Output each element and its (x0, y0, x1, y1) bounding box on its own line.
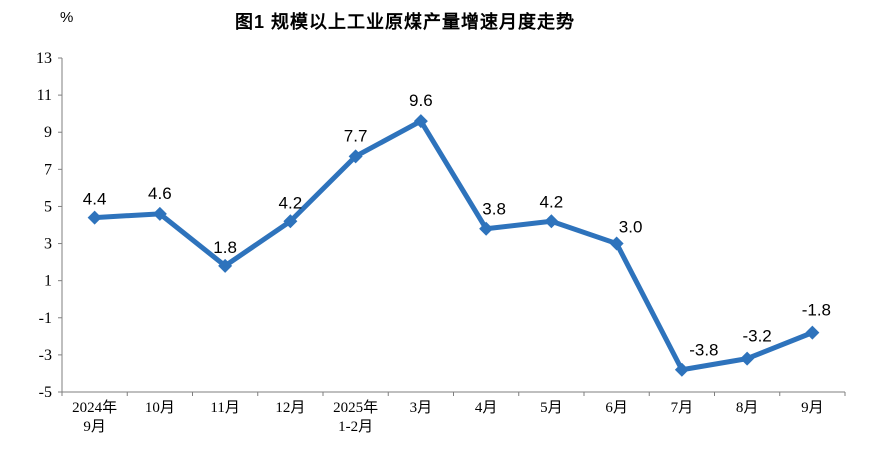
chart-title: 图1 规模以上工业原煤产量增速月度走势 (234, 12, 575, 32)
data-point-marker (348, 149, 363, 164)
y-axis-tick-label: 11 (37, 87, 52, 104)
y-axis-tick-label: 7 (44, 161, 52, 178)
x-axis-tick-label: 9月 (801, 400, 824, 416)
x-axis-tick-label: 12月 (275, 400, 305, 416)
x-axis-tick-label: 6月 (605, 400, 628, 416)
data-point-label: -3.2 (742, 327, 771, 346)
data-point-label: 1.8 (213, 238, 237, 257)
data-line (92, 118, 815, 373)
data-point-label: 4.4 (83, 190, 107, 209)
data-point-marker (152, 206, 167, 221)
data-point-label: 4.2 (279, 193, 303, 212)
x-axis-tick-label: 2025年 1-2月 (333, 399, 378, 435)
data-point-label: 4.6 (148, 184, 172, 203)
data-point-marker (87, 210, 102, 225)
y-axis-unit-label: % (60, 9, 74, 26)
y-axis-tick-label: 1 (44, 273, 52, 290)
x-axis-tick-label: 8月 (736, 400, 759, 416)
data-point-marker (674, 362, 689, 377)
x-axis-tick-label: 5月 (540, 400, 563, 416)
data-point-label: 3.0 (619, 218, 643, 237)
data-point-marker (218, 258, 233, 273)
y-axis-tick-label: -3 (39, 347, 52, 364)
x-axis-tick-label: 4月 (475, 400, 498, 416)
data-point-label: 7.7 (344, 126, 368, 145)
x-axis-tick-label: 11月 (210, 400, 239, 416)
y-axis-tick-label: 5 (44, 198, 52, 215)
data-point-marker (544, 214, 559, 229)
data-point-label: 4.2 (540, 192, 564, 211)
data-point-label: 9.6 (409, 91, 433, 110)
y-axis-tick-label: 9 (44, 124, 52, 141)
x-axis-tick-label: 7月 (671, 400, 694, 416)
data-point-marker (283, 214, 298, 229)
data-point-marker (479, 221, 494, 236)
y-axis-tick-label: -5 (39, 384, 52, 401)
y-axis-tick-label: -1 (39, 310, 52, 327)
y-axis-tick-label: 13 (36, 50, 52, 67)
x-axis-tick-label: 3月 (410, 400, 433, 416)
data-point-marker (413, 114, 428, 129)
data-point-marker (805, 325, 820, 340)
x-axis-tick-label: 10月 (145, 400, 175, 416)
data-point-label: -3.8 (689, 341, 718, 360)
data-point-marker (609, 236, 624, 251)
data-point-label: 3.8 (482, 200, 506, 219)
x-axis-tick-label: 2024年 9月 (72, 399, 117, 435)
y-axis-tick-label: 3 (44, 236, 52, 253)
data-point-marker (740, 351, 755, 366)
data-point-label: -1.8 (802, 301, 831, 320)
